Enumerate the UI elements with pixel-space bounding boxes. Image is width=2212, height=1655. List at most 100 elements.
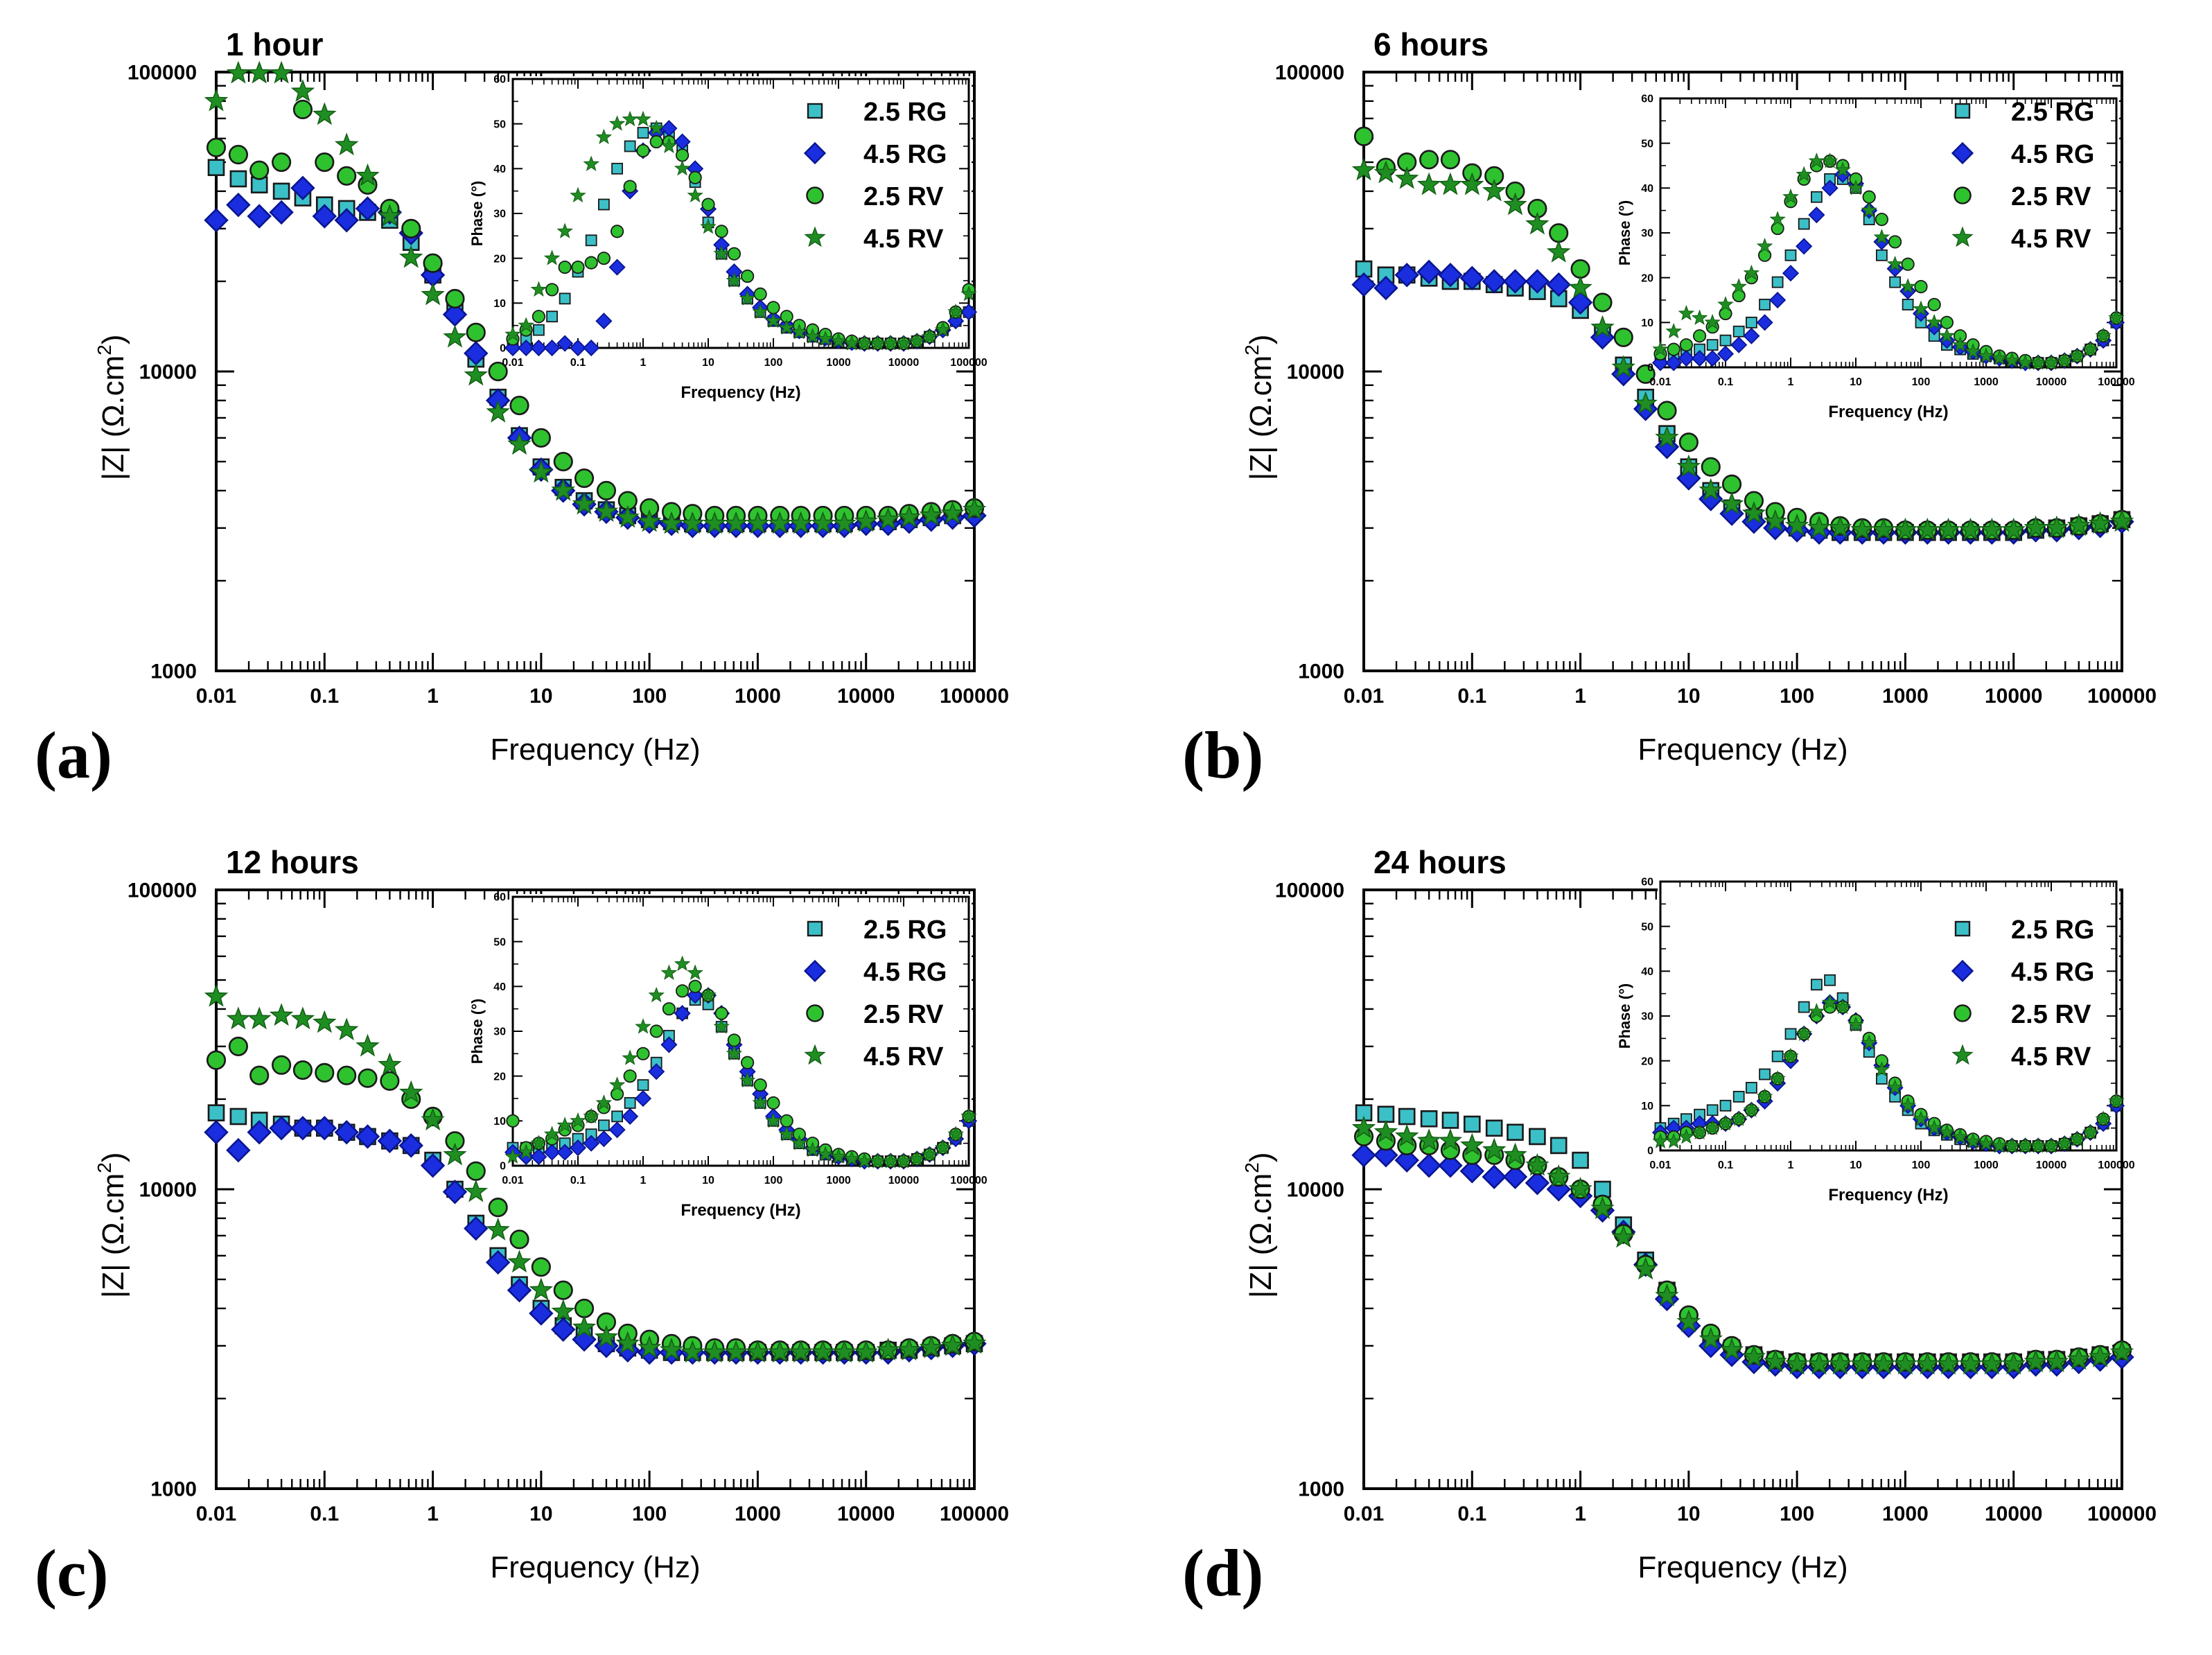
main-point	[574, 1298, 595, 1318]
main-point	[681, 1340, 705, 1363]
legend-marker	[807, 103, 823, 119]
inset-point	[1678, 1128, 1695, 1144]
inset-point	[1811, 979, 1823, 991]
inset-x-tick-label: 10	[702, 1175, 714, 1186]
main-point	[1592, 292, 1613, 313]
main-point	[509, 1229, 529, 1250]
main-point	[1377, 1105, 1395, 1123]
main-point	[2088, 1345, 2112, 1367]
main-point	[594, 1324, 619, 1348]
main-point	[1394, 1123, 1419, 1147]
main-x-tick-label: 100	[1780, 1503, 1814, 1525]
inset-point	[608, 1121, 626, 1139]
main-point	[486, 1217, 510, 1241]
inset-point	[546, 310, 558, 323]
inset-y-tick-label: 0	[500, 1161, 506, 1173]
inset-point	[2043, 354, 2060, 370]
inset-point	[1769, 211, 1786, 227]
inset-x-tick-label: 100000	[2098, 1159, 2134, 1171]
inset-y-tick-label: 60	[1641, 94, 1653, 105]
main-point	[572, 491, 597, 515]
inset-x-axis-label: Frequency (Hz)	[681, 1201, 800, 1220]
legend-item-4-5-rg: 4.5 RG	[803, 140, 947, 169]
inset-point	[1834, 166, 1852, 184]
inset-x-tick-label: 10	[1850, 1159, 1862, 1171]
main-x-tick-label: 1	[1574, 685, 1586, 708]
main-x-tick-label: 0.01	[196, 685, 236, 708]
inset-point	[530, 1135, 547, 1150]
inset-x-tick-label: 1	[1788, 1159, 1794, 1171]
main-point	[315, 1062, 335, 1083]
main-point	[897, 505, 922, 528]
inset-y-tick-label: 10	[493, 298, 506, 310]
inset-point	[608, 1076, 626, 1092]
main-point	[334, 132, 359, 156]
inset-point	[1732, 325, 1745, 338]
main-point	[226, 1006, 251, 1030]
main-point	[272, 1055, 292, 1075]
main-point	[488, 1198, 508, 1218]
legend-label: 4.5 RV	[863, 1042, 944, 1071]
inset-y-tick-label: 0	[500, 343, 506, 355]
inset-point	[1834, 998, 1851, 1015]
inset-point	[1861, 1034, 1877, 1050]
main-point	[789, 1340, 813, 1363]
main-point	[334, 1120, 359, 1145]
inset-point	[518, 339, 535, 357]
inset-point	[713, 1018, 730, 1034]
inset-x-tick-label: 1000	[826, 1175, 851, 1186]
inset-point	[1875, 212, 1889, 227]
inset-series-4-5-rv	[1652, 994, 2125, 1153]
legend-marker	[1954, 103, 1971, 119]
legend-item-4-5-rg: 4.5 RG	[1951, 958, 2094, 987]
inset-point	[622, 1107, 639, 1125]
main-point	[1351, 157, 1376, 181]
inset-point	[1717, 345, 1735, 362]
legend-item-2-5-rg: 2.5 RG	[807, 98, 947, 127]
main-point	[854, 1340, 878, 1363]
inset-point	[637, 1079, 649, 1091]
inset-point	[1873, 229, 1890, 245]
inset-point	[1719, 1099, 1732, 1112]
inset-point	[1796, 238, 1813, 255]
main-x-tick-label: 100000	[2087, 1503, 2157, 1525]
main-point	[337, 166, 357, 186]
main-point	[1958, 517, 1983, 541]
legend-label: 2.5 RV	[2011, 182, 2091, 211]
main-point	[1871, 1351, 1896, 1375]
main-point	[249, 160, 270, 180]
main-point	[1655, 1283, 1679, 1306]
inset-point	[960, 304, 978, 321]
legend-marker	[806, 186, 824, 204]
inset-y-tick-label: 40	[1641, 966, 1653, 978]
inset-y-tick-label: 60	[493, 892, 506, 904]
inset-background	[1658, 96, 2119, 370]
main-point	[1850, 1351, 1875, 1375]
main-point	[1525, 1171, 1550, 1196]
main-point	[290, 1116, 315, 1141]
inset-point	[532, 310, 546, 324]
x-axis-label: Frequency (Hz)	[1638, 733, 1847, 767]
inset-point	[1784, 1028, 1797, 1040]
inset-point	[791, 324, 808, 340]
main-point	[1485, 1119, 1503, 1137]
inset-y-tick-label: 50	[493, 936, 506, 948]
x-axis-label: Frequency (Hz)	[490, 733, 700, 767]
inset-point	[571, 260, 585, 274]
inset-y-tick-label: 10	[493, 1116, 506, 1128]
inset-point	[583, 155, 599, 171]
main-point	[443, 324, 467, 348]
inset-point	[1951, 1128, 1969, 1144]
inset-x-axis-label: Frequency (Hz)	[1828, 403, 1948, 421]
main-point	[1676, 454, 1701, 478]
inset-point	[1902, 299, 1914, 310]
main-point	[204, 88, 229, 112]
main-point	[229, 170, 247, 188]
main-point	[1373, 275, 1398, 301]
main-point	[207, 1104, 225, 1122]
inset-point	[662, 1002, 676, 1016]
main-x-tick-label: 100	[632, 685, 667, 708]
inset-point	[660, 964, 678, 980]
inset-point	[622, 1049, 638, 1065]
main-y-tick-label: 100000	[1275, 879, 1344, 902]
